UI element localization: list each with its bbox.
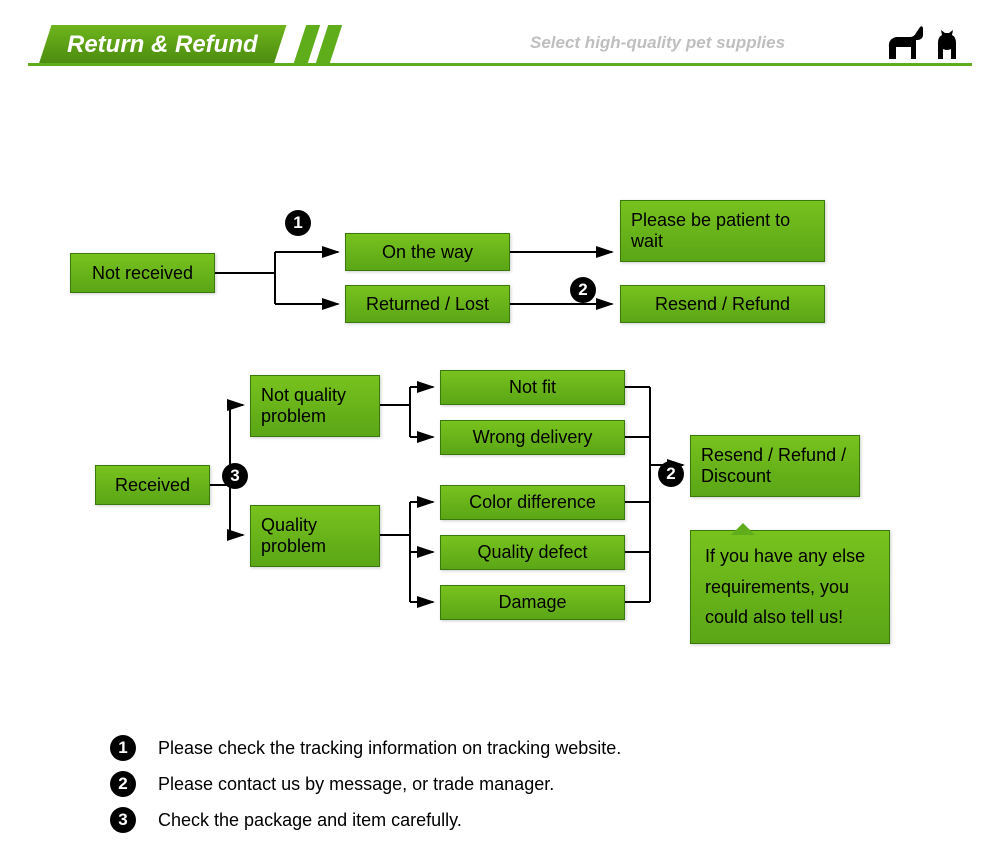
node-on-the-way: On the way xyxy=(345,233,510,271)
pet-icons xyxy=(884,25,960,61)
marker-m3: 3 xyxy=(222,463,248,489)
footer-marker: 2 xyxy=(110,771,136,797)
marker-m2: 2 xyxy=(570,277,596,303)
node-received: Received xyxy=(95,465,210,505)
marker-m1: 1 xyxy=(285,210,311,236)
header: Return & Refund Select high-quality pet … xyxy=(0,25,1000,85)
footer-note: 1 Please check the tracking information o… xyxy=(110,735,621,761)
node-resend-refund: Resend / Refund xyxy=(620,285,825,323)
tagline: Select high-quality pet supplies xyxy=(530,33,785,53)
speech-bubble: If you have any else requirements, you c… xyxy=(690,530,890,644)
header-stripe xyxy=(316,25,342,63)
node-resend-refund-discount: Resend / Refund / Discount xyxy=(690,435,860,497)
footer-marker: 3 xyxy=(110,807,136,833)
node-patient: Please be patient to wait xyxy=(620,200,825,262)
footer-note-text: Check the package and item carefully. xyxy=(158,810,462,831)
footer-notes: 1 Please check the tracking information o… xyxy=(110,735,621,843)
marker-m4: 2 xyxy=(658,461,684,487)
footer-note: 3 Check the package and item carefully. xyxy=(110,807,621,833)
header-underline xyxy=(28,63,972,66)
flowchart: Not received On the way Returned / Lost Ple… xyxy=(0,85,1000,685)
node-not-qp: Not quality problem xyxy=(250,375,380,437)
node-quality-defect: Quality defect xyxy=(440,535,625,570)
footer-note: 2 Please contact us by message, or trade … xyxy=(110,771,621,797)
page-title-text: Return & Refund xyxy=(67,31,258,59)
footer-marker: 1 xyxy=(110,735,136,761)
cat-icon xyxy=(934,29,960,61)
node-not-received: Not received xyxy=(70,253,215,293)
node-color-diff: Color difference xyxy=(440,485,625,520)
footer-note-text: Please check the tracking information on… xyxy=(158,738,621,759)
node-damage: Damage xyxy=(440,585,625,620)
header-stripe xyxy=(294,25,320,63)
dog-icon xyxy=(884,25,926,61)
node-wrong-delivery: Wrong delivery xyxy=(440,420,625,455)
page-title: Return & Refund xyxy=(39,25,287,65)
node-qp: Quality problem xyxy=(250,505,380,567)
node-not-fit: Not fit xyxy=(440,370,625,405)
node-returned-lost: Returned / Lost xyxy=(345,285,510,323)
footer-note-text: Please contact us by message, or trade m… xyxy=(158,774,554,795)
